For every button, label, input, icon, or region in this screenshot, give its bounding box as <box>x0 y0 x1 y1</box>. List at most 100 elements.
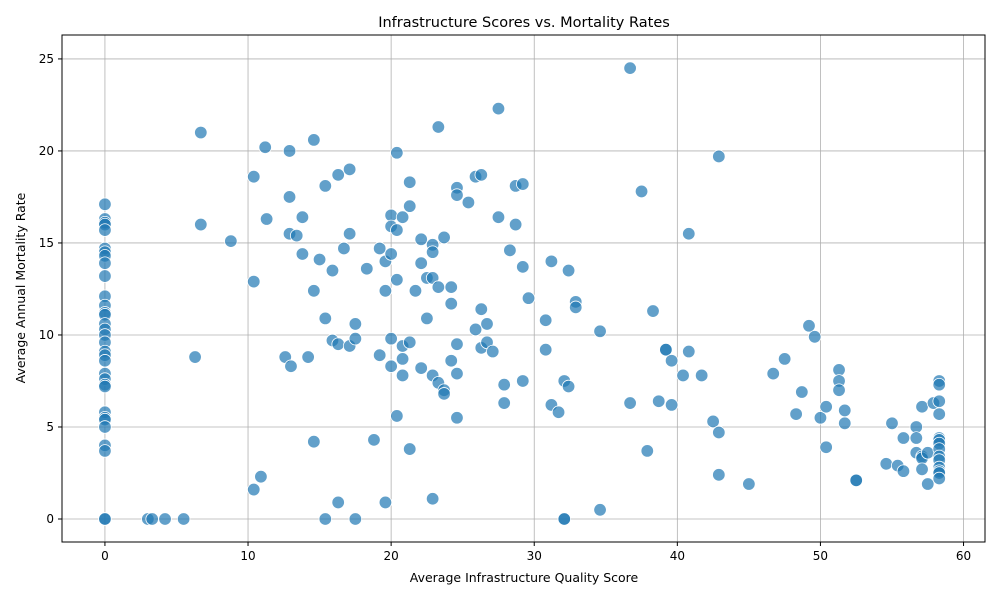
data-point <box>98 512 112 526</box>
data-point <box>224 234 238 248</box>
data-point <box>360 262 374 276</box>
data-point <box>915 462 929 477</box>
data-point <box>414 361 428 375</box>
data-point <box>896 464 911 478</box>
data-point <box>538 313 553 327</box>
data-point <box>461 195 476 210</box>
data-point <box>819 400 833 414</box>
y-tick-label: 5 <box>46 420 54 434</box>
data-point <box>712 425 726 440</box>
data-point <box>403 175 417 189</box>
data-point <box>348 317 363 331</box>
data-point <box>712 468 726 482</box>
x-tick-label: 50 <box>813 549 828 563</box>
data-point <box>301 350 315 364</box>
chart-title: Infrastructure Scores vs. Mortality Rate… <box>378 15 670 31</box>
data-point <box>885 416 899 431</box>
data-point <box>480 317 494 331</box>
data-point <box>420 311 434 326</box>
x-tick-label: 40 <box>670 549 685 563</box>
data-point <box>384 331 398 346</box>
data-point <box>932 407 946 421</box>
data-point <box>176 512 191 526</box>
data-point <box>932 394 946 408</box>
data-point <box>348 331 363 346</box>
data-point <box>802 319 816 333</box>
data-point <box>682 344 696 359</box>
data-point <box>403 335 417 350</box>
data-point <box>390 146 404 160</box>
data-point <box>634 184 649 199</box>
data-point <box>247 274 261 289</box>
data-point <box>312 252 327 267</box>
data-point <box>544 254 559 269</box>
data-point <box>652 394 666 408</box>
data-point <box>284 359 298 373</box>
data-point <box>395 210 410 224</box>
data-point <box>932 471 946 486</box>
data-point <box>98 420 112 434</box>
data-point <box>98 256 112 270</box>
data-point <box>538 342 553 357</box>
data-point <box>551 405 566 419</box>
data-point <box>378 284 393 298</box>
data-point <box>659 342 673 357</box>
x-tick-label: 60 <box>956 549 971 563</box>
data-point <box>623 396 637 410</box>
y-tick-label: 25 <box>39 52 54 66</box>
data-point <box>342 162 357 177</box>
data-point <box>742 477 756 491</box>
data-point <box>331 495 345 510</box>
data-point <box>98 444 112 458</box>
data-point <box>390 273 404 287</box>
data-point <box>766 366 780 381</box>
data-point <box>838 416 852 431</box>
data-point <box>450 337 464 351</box>
data-point <box>307 284 321 298</box>
plot-frame <box>61 34 986 543</box>
data-point <box>289 228 304 243</box>
data-point <box>342 227 357 241</box>
data-point <box>98 223 112 237</box>
data-point <box>98 197 112 212</box>
data-point <box>450 411 464 425</box>
data-point <box>403 442 417 456</box>
data-point <box>295 247 310 261</box>
data-point <box>414 232 428 246</box>
data-point <box>508 217 523 232</box>
data-point <box>444 280 458 294</box>
data-point <box>521 291 536 305</box>
data-point <box>561 263 576 278</box>
data-point <box>384 247 398 261</box>
data-point <box>258 140 272 154</box>
data-point <box>98 269 112 283</box>
data-point <box>98 354 112 368</box>
data-point <box>307 435 321 449</box>
data-point <box>646 304 660 318</box>
grid-lines <box>62 35 985 542</box>
data-point <box>623 61 637 75</box>
data-point <box>247 482 261 497</box>
data-points <box>98 61 946 526</box>
data-point <box>491 101 506 116</box>
data-point <box>367 433 381 447</box>
data-point <box>712 149 726 164</box>
data-point <box>497 396 511 410</box>
data-point <box>378 495 393 510</box>
data-point <box>431 120 446 134</box>
data-point <box>194 125 208 140</box>
y-tick-label: 20 <box>39 144 54 158</box>
data-point <box>425 492 440 506</box>
data-point <box>789 407 803 421</box>
data-point <box>408 284 423 298</box>
data-point <box>879 457 893 471</box>
data-point <box>706 414 720 429</box>
data-point <box>664 398 679 412</box>
data-point <box>808 330 822 344</box>
data-point <box>307 133 321 147</box>
data-point <box>331 337 345 351</box>
data-point <box>437 230 451 245</box>
data-point <box>450 366 464 381</box>
y-axis-label: Average Annual Mortality Rate <box>13 192 28 383</box>
